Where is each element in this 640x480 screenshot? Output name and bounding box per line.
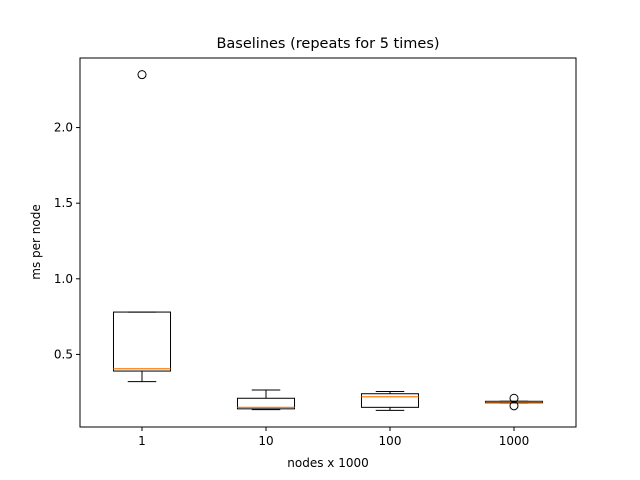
ticks-layer: 1 10 100 1000 0.5 1.0 1.5 2.0 <box>54 121 529 448</box>
outlier-point <box>509 393 519 403</box>
y-tick-label: 1.0 <box>54 272 73 286</box>
y-tick-label: 2.0 <box>54 121 73 135</box>
box-group-100 <box>360 390 420 411</box>
plot-layer <box>112 70 544 411</box>
box <box>236 397 296 410</box>
box <box>360 393 420 408</box>
x-tick-label: 1 <box>138 434 146 448</box>
x-tick-label: 10 <box>258 434 273 448</box>
y-tick-label: 1.5 <box>54 196 73 210</box>
x-tick-label: 1000 <box>499 434 530 448</box>
y-tick-label: 0.5 <box>54 347 73 361</box>
box <box>112 311 172 372</box>
outlier-point <box>137 70 147 80</box>
x-axis-label: nodes x 1000 <box>287 456 368 470</box>
chart-title: Baselines (repeats for 5 times) <box>216 36 439 52</box>
axes-frame <box>79 57 577 428</box>
x-tick-label: 100 <box>379 434 402 448</box>
box-group-1 <box>112 70 172 383</box>
y-axis-label: ms per node <box>29 204 43 279</box>
box-group-10 <box>236 389 296 411</box>
box-group-1000 <box>484 393 544 411</box>
